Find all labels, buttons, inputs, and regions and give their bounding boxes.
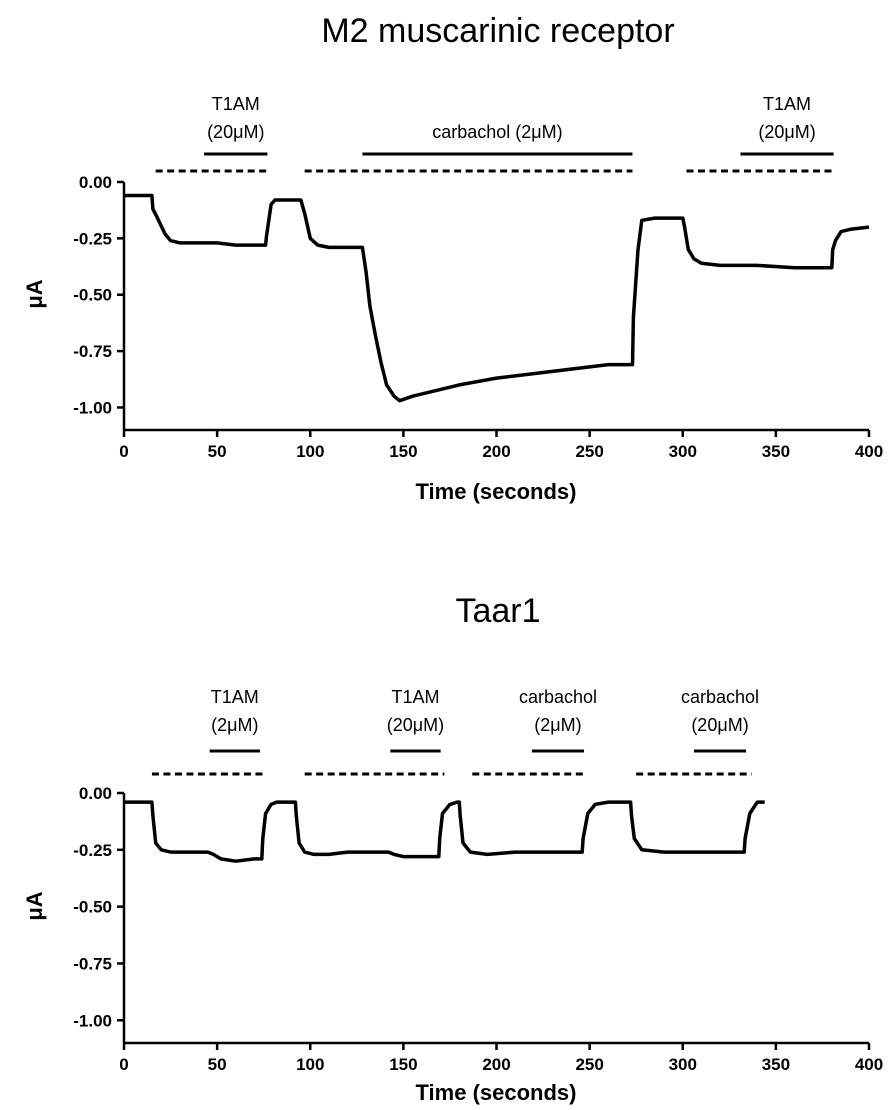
x-tick-label: 150 — [389, 442, 417, 461]
treatment-label: T1AM — [211, 687, 259, 707]
trace — [124, 193, 870, 403]
trace — [124, 800, 765, 863]
current-trace — [124, 800, 765, 863]
y-ticks: 0.00 -0.25 -0.50 -0.75 -1.00 — [73, 784, 124, 1030]
treatment-label: carbachol — [681, 687, 759, 707]
x-ticks: 0 50 100 150 200 250 300 350 400 — [119, 1043, 883, 1074]
x-axis-label: Time (seconds) — [416, 1080, 577, 1105]
chart-title: M2 muscarinic receptor — [321, 12, 674, 50]
y-tick-label: -0.25 — [73, 229, 112, 248]
x-tick-label: 0 — [119, 1055, 128, 1074]
panel-taar1: Taar1 T1AM (2μM) T1AM (20μM) carbachol (2μM) c… — [22, 592, 883, 1105]
y-tick-label: -0.50 — [73, 286, 112, 305]
treatment-label: T1AM — [391, 687, 439, 707]
y-tick-label: -0.25 — [73, 841, 112, 860]
current-trace — [124, 193, 870, 403]
x-tick-label: 0 — [119, 442, 128, 461]
y-tick-label: -0.75 — [73, 342, 112, 361]
y-tick-label: 0.00 — [79, 173, 112, 192]
x-tick-label: 350 — [762, 442, 790, 461]
x-ticks: 0 50 100 150 200 250 300 350 400 — [119, 430, 883, 461]
x-tick-label: 350 — [762, 1055, 790, 1074]
y-tick-label: -1.00 — [73, 1011, 112, 1030]
x-tick-label: 200 — [482, 1055, 510, 1074]
y-tick-label: -0.50 — [73, 898, 112, 917]
treatment-label: T1AM — [212, 94, 260, 114]
concentration-label: (2μM) — [534, 715, 581, 735]
concentration-label: (20μM) — [207, 122, 264, 142]
x-tick-label: 300 — [669, 442, 697, 461]
x-tick-label: 400 — [855, 1055, 883, 1074]
x-tick-label: 250 — [575, 1055, 603, 1074]
x-tick-label: 100 — [296, 1055, 324, 1074]
treatment-label: carbachol (2μM) — [432, 122, 562, 142]
y-axis-label: μA — [22, 891, 47, 920]
concentration-label: (2μM) — [211, 715, 258, 735]
y-axis-label: μA — [22, 279, 47, 308]
annotations: T1AM (20μM) carbachol (2μM) T1AM (20μM) — [155, 94, 834, 173]
y-ticks: 0.00 -0.25 -0.50 -0.75 -1.00 — [73, 173, 124, 417]
y-tick-label: 0.00 — [79, 784, 112, 803]
x-tick-label: 300 — [669, 1055, 697, 1074]
x-tick-label: 100 — [296, 442, 324, 461]
y-tick-label: -1.00 — [73, 398, 112, 417]
panel-m2: M2 muscarinic receptor T1AM (20μM) carbach… — [22, 12, 883, 504]
treatment-label: T1AM — [763, 94, 811, 114]
chart-title: Taar1 — [455, 592, 540, 630]
x-tick-label: 400 — [855, 442, 883, 461]
x-axis-label: Time (seconds) — [416, 479, 577, 504]
concentration-label: (20μM) — [758, 122, 815, 142]
treatment-label: carbachol — [519, 687, 597, 707]
concentration-label: (20μM) — [387, 715, 444, 735]
x-tick-label: 50 — [208, 442, 227, 461]
x-tick-label: 250 — [575, 442, 603, 461]
concentration-label: (20μM) — [691, 715, 748, 735]
x-tick-label: 50 — [208, 1055, 227, 1074]
x-tick-label: 200 — [482, 442, 510, 461]
annotations: T1AM (2μM) T1AM (20μM) carbachol (2μM) carbach… — [151, 687, 759, 776]
x-tick-label: 150 — [389, 1055, 417, 1074]
y-tick-label: -0.75 — [73, 954, 112, 973]
